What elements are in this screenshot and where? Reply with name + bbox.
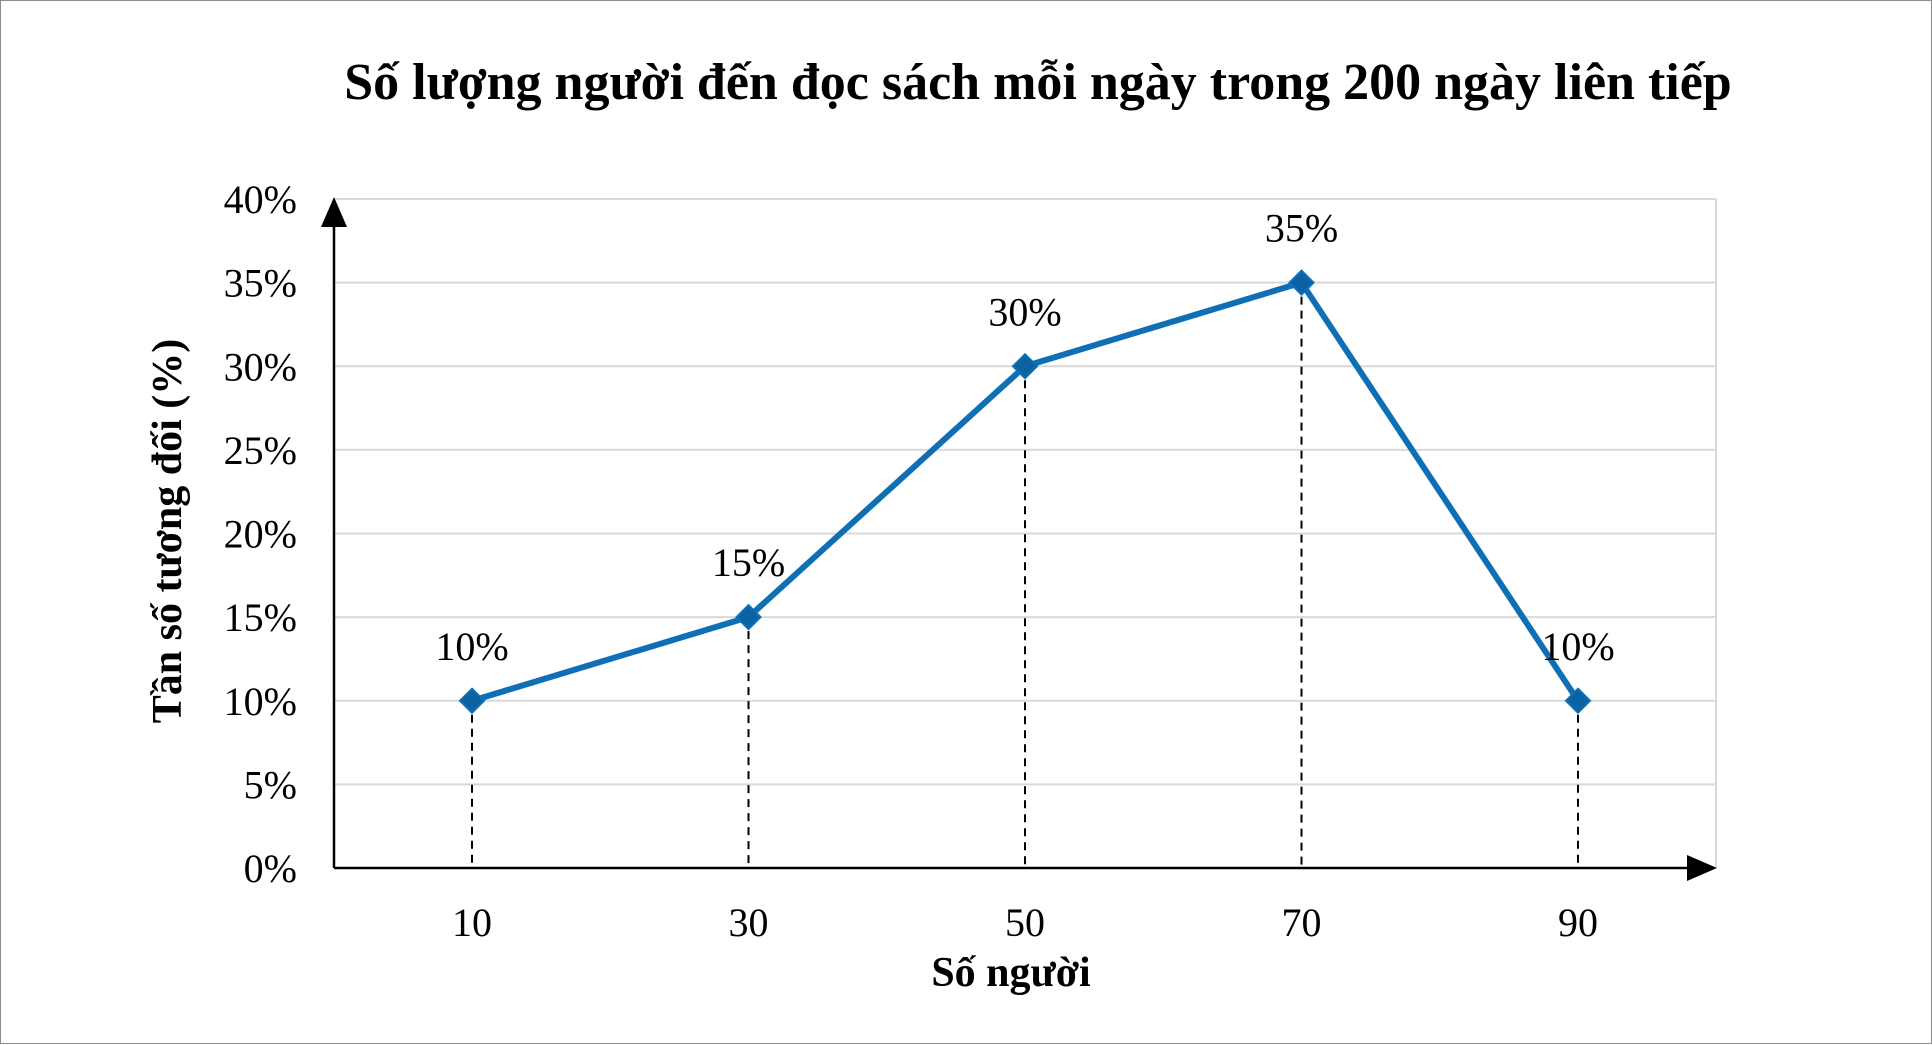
data-label: 15%: [712, 540, 785, 585]
y-tick-label: 25%: [224, 428, 297, 473]
data-point-marker: [1011, 352, 1039, 380]
axes: [321, 197, 1717, 881]
y-tick-label: 0%: [244, 846, 297, 891]
y-tick-label: 5%: [244, 762, 297, 807]
markers: [458, 269, 1592, 715]
y-axis-title: Tần số tương đối (%): [145, 339, 191, 724]
data-label: 30%: [988, 289, 1061, 334]
data-point-marker: [735, 603, 762, 631]
x-axis-arrow-icon: [1687, 855, 1717, 881]
data-point-marker: [458, 687, 486, 715]
x-tick-label: 50: [1005, 900, 1045, 945]
chart-title: Số lượng người đến đọc sách mỗi ngày tro…: [344, 54, 1731, 111]
x-tick-labels: 10 30 50 70 90: [452, 900, 1598, 945]
y-tick-label: 20%: [224, 512, 297, 557]
data-point-marker: [1564, 687, 1592, 715]
x-tick-label: 90: [1558, 900, 1598, 945]
x-tick-label: 30: [729, 900, 769, 945]
data-labels: 10% 15% 30% 35% 10%: [435, 206, 1614, 669]
y-tick-label: 40%: [224, 177, 297, 222]
y-tick-label: 10%: [224, 679, 297, 724]
x-axis-title: Số người: [931, 950, 1091, 996]
y-tick-labels: 0% 5% 10% 15% 20% 25% 30% 35% 40%: [224, 177, 297, 891]
data-label: 35%: [1265, 206, 1338, 251]
x-tick-label: 10: [452, 900, 492, 945]
data-label: 10%: [1541, 624, 1614, 669]
y-tick-label: 30%: [224, 344, 297, 389]
data-label: 10%: [435, 624, 508, 669]
y-axis-arrow-icon: [321, 197, 347, 227]
x-tick-label: 70: [1282, 900, 1322, 945]
y-tick-label: 35%: [224, 261, 297, 306]
data-point-marker: [1288, 269, 1315, 297]
y-tick-label: 15%: [224, 595, 297, 640]
